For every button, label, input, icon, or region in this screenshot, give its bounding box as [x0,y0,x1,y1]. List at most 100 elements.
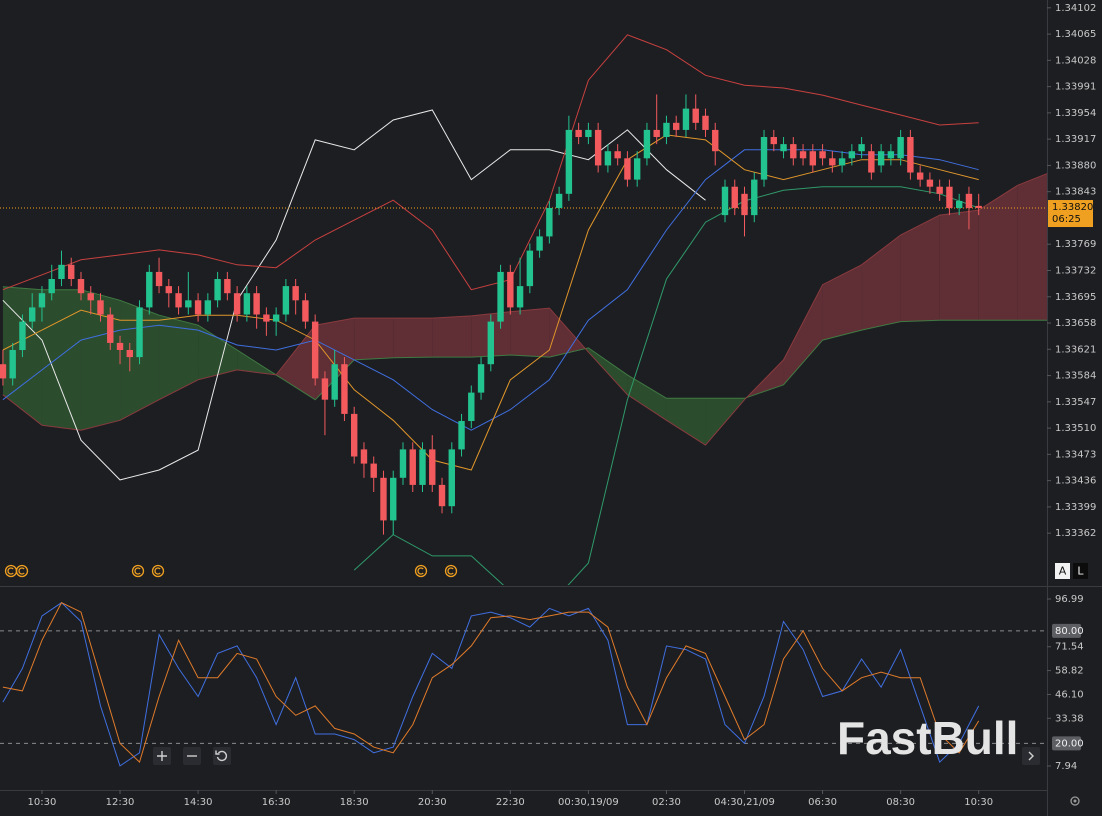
level-box [1052,623,1081,638]
candle-body [77,279,85,294]
zoom-in-button[interactable] [153,747,171,765]
candle-body [790,144,797,159]
cloud-segment [432,315,472,358]
candle-body [429,449,436,485]
candle-body [946,186,953,209]
cloud-segment [393,318,433,358]
auto-scale-button[interactable]: A [1055,563,1070,579]
candle-body [419,449,426,485]
y-tick-label: 96.99 [1055,594,1084,605]
candle-body [702,115,709,130]
y-tick-label: 58.82 [1055,666,1084,677]
candle-body [175,293,182,308]
y-tick-label: 1.34102 [1055,3,1096,14]
event-icon [131,564,145,578]
x-tick-label: 10:30 [28,797,57,808]
settings-button[interactable] [1070,796,1080,806]
event-icon [151,564,165,578]
candle-body [604,151,612,166]
candle-body [868,151,875,173]
cloud-segment [783,284,823,385]
candle-body [224,279,231,294]
candle-body [741,193,748,216]
candle-body [536,236,543,251]
zoom-out-button[interactable] [183,747,201,765]
candle-body [263,314,270,322]
candle-body [721,186,729,216]
candle-body [526,250,534,287]
candle-body [311,321,319,379]
scroll-right-button[interactable] [1022,747,1040,765]
y-tick-label: 1.33621 [1055,344,1096,355]
candle-body [936,186,943,194]
cloud-segment [939,210,979,321]
candle-body [663,122,670,138]
candle-body [799,151,807,159]
candle-body [370,463,377,478]
candle-body [458,421,465,450]
candle-body [272,314,280,322]
candle-body [233,293,241,315]
candle-body [731,186,738,209]
candle-body [516,286,524,308]
candle-body [575,129,582,138]
level-label: 20.00 [1055,738,1084,749]
candle-body [907,137,914,173]
x-tick-label: 06:30 [808,797,837,808]
candle-body [48,279,55,294]
y-tick-label: 1.33399 [1055,502,1096,513]
candle-body [194,300,202,315]
candle-body [760,137,768,180]
y-tick-label: 1.33362 [1055,528,1096,539]
cloud-segment [159,315,199,400]
y-tick-label: 1.33436 [1055,476,1096,487]
candle-body [585,129,592,138]
cloud-segment [510,308,550,358]
candle-body [9,350,16,379]
candle-body [507,271,514,308]
candle-body [321,378,329,400]
cloud-segment [549,308,586,358]
candle-body [838,158,846,166]
log-scale-button[interactable]: L [1073,563,1088,579]
candle-body [477,364,485,393]
candle-body [887,151,895,159]
cloud-span-a [2,286,1047,401]
candle-body [438,484,446,507]
cloud-span-b [2,173,1047,446]
oscillator-line [2,602,980,764]
candle-body [292,286,299,301]
x-tick-label: 00:30,19/09 [558,797,619,808]
candle-body [68,264,75,280]
y-tick-label: 1.33917 [1055,134,1096,145]
candle-body [751,179,758,216]
candle-body [448,449,455,507]
candle-body [633,158,641,180]
candle-body [497,271,504,322]
y-tick-label: 1.33510 [1055,423,1096,434]
y-tick-label: 1.33584 [1055,371,1096,382]
x-tick-label: 22:30 [496,797,525,808]
y-tick-label: 1.33732 [1055,265,1096,276]
reset-button[interactable] [213,747,231,765]
x-tick-label: 12:30 [106,797,135,808]
candle-body [107,314,114,343]
candle-body [877,151,885,166]
candle-body [29,307,36,322]
candle-body [858,144,865,152]
x-tick-label: 04:30,21/09 [714,797,775,808]
cloud-segment [627,374,667,421]
last-price-label: 1.33820 [1052,202,1093,213]
candle-body [253,293,260,315]
y-tick-label: 1.33547 [1055,397,1096,408]
cloud-segment [354,318,394,360]
candle-body [38,293,46,308]
y-tick-label: 1.33991 [1055,82,1096,93]
candle-body [380,477,387,521]
log-scale-label: L [1077,565,1084,578]
candle-body [87,293,94,301]
